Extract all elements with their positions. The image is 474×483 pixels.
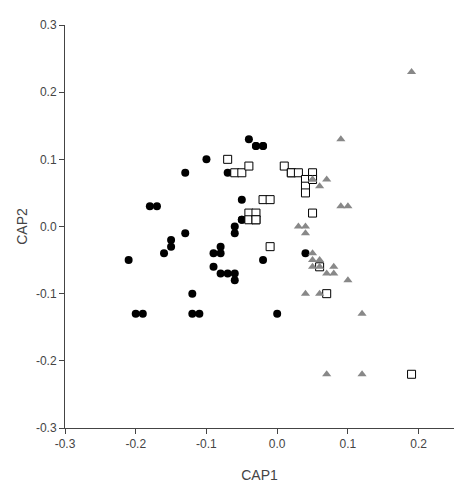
svg-text:0.0: 0.0 [269, 437, 286, 451]
svg-text:CAP2: CAP2 [14, 208, 30, 245]
svg-text:0.1: 0.1 [40, 153, 57, 167]
svg-text:0.1: 0.1 [340, 437, 357, 451]
svg-text:-0.2: -0.2 [36, 354, 57, 368]
svg-text:0.3: 0.3 [40, 18, 57, 32]
svg-text:-0.1: -0.1 [36, 287, 57, 301]
svg-text:0.0: 0.0 [40, 220, 57, 234]
svg-text:CAP1: CAP1 [241, 467, 278, 483]
svg-text:0.2: 0.2 [410, 437, 427, 451]
svg-text:-0.3: -0.3 [36, 421, 57, 435]
svg-text:0.2: 0.2 [40, 85, 57, 99]
svg-text:-0.3: -0.3 [55, 437, 76, 451]
svg-text:-0.2: -0.2 [125, 437, 146, 451]
svg-text:-0.1: -0.1 [196, 437, 217, 451]
